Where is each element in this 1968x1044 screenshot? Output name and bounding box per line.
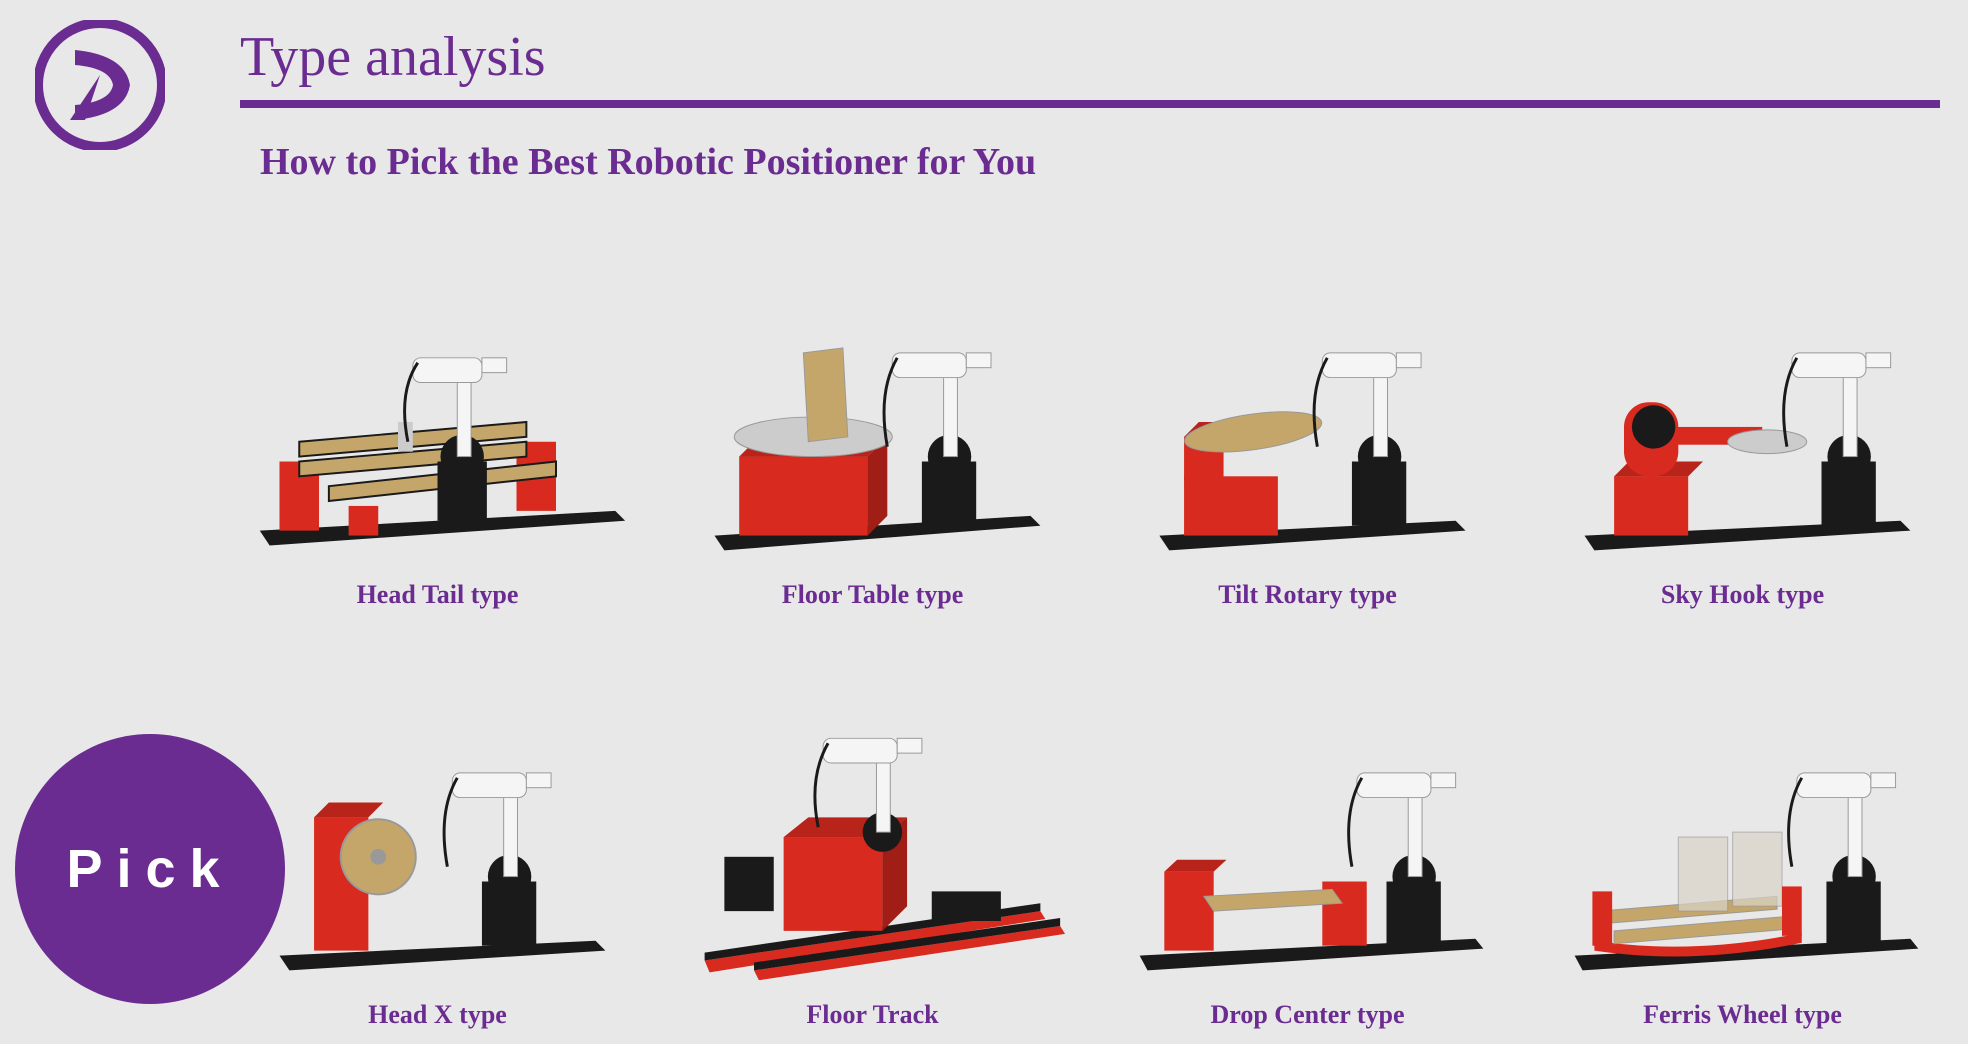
grid-item-floor-table: Floor Table type [675,210,1070,610]
drop-center-label: Drop Center type [1210,1000,1404,1030]
head-x-image [240,660,635,980]
grid-item-head-tail: Head Tail type [240,210,635,610]
grid-item-ferris-wheel: Ferris Wheel type [1545,630,1940,1030]
floor-table-label: Floor Table type [782,580,964,610]
floor-table-image [675,240,1070,560]
floor-track-image [675,660,1070,980]
grid-item-tilt-rotary: Tilt Rotary type [1110,210,1505,610]
head-x-label: Head X type [368,1000,507,1030]
grid-item-head-x: Head X type [240,630,635,1030]
page-subtitle: How to Pick the Best Robotic Positioner … [260,140,1036,184]
grid-item-drop-center: Drop Center type [1110,630,1505,1030]
floor-track-label: Floor Track [806,1000,938,1030]
grid-item-sky-hook: Sky Hook type [1545,210,1940,610]
pick-badge-text: Pick [66,838,233,900]
brand-logo [35,20,165,150]
drop-center-image [1110,660,1505,980]
grid-item-floor-track: Floor Track [675,630,1070,1030]
head-tail-label: Head Tail type [357,580,519,610]
page-title: Type analysis [240,25,546,89]
positioner-grid: Head Tail type Flo [240,210,1940,1030]
ferris-wheel-label: Ferris Wheel type [1643,1000,1842,1030]
sky-hook-label: Sky Hook type [1661,580,1824,610]
head-tail-image [240,240,635,560]
tilt-rotary-label: Tilt Rotary type [1218,580,1397,610]
tilt-rotary-image [1110,240,1505,560]
sky-hook-image [1545,240,1940,560]
title-underline [240,100,1940,108]
pick-badge: Pick [15,734,285,1004]
ferris-wheel-image [1545,660,1940,980]
